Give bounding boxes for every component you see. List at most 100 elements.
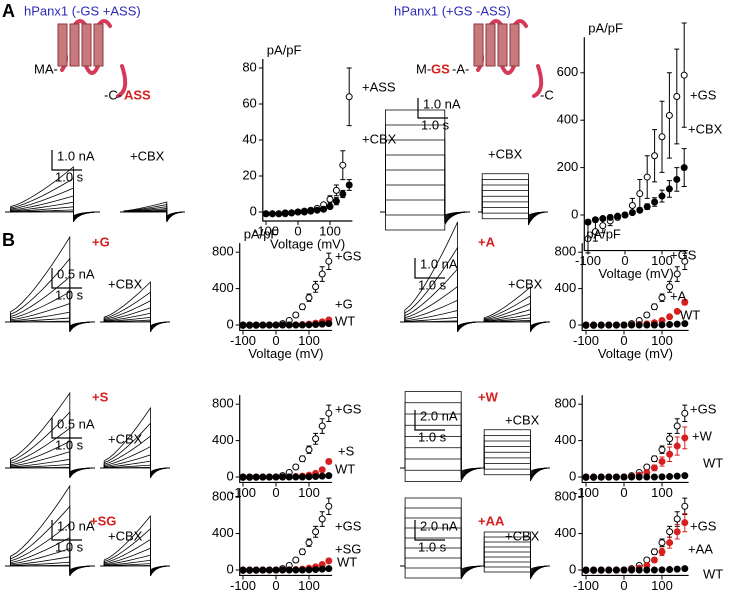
data-point: [326, 195, 334, 203]
data-point: [673, 320, 681, 328]
c-terminus: -C-: [104, 87, 122, 102]
series-label: WT: [335, 461, 355, 476]
mutant-label: +S: [92, 389, 109, 404]
axis-line: [239, 395, 333, 484]
series-label: +GS: [690, 518, 717, 533]
data-point: [666, 539, 674, 547]
current-trace: [480, 463, 551, 481]
current-trace: [480, 295, 551, 332]
current-trace: [5, 235, 96, 333]
drug-label: +CBX: [505, 412, 540, 427]
data-point: [325, 472, 333, 480]
x-tick-label: 0: [620, 485, 627, 500]
y-axis-label: pA/pF: [267, 42, 302, 57]
data-point: [288, 209, 296, 217]
current-trace: [100, 454, 171, 477]
x-tick-label: 0: [620, 578, 627, 592]
scale-bar: [51, 418, 82, 439]
x-tick-label: 100: [651, 485, 673, 500]
data-point: [605, 566, 613, 574]
series-label: WT: [335, 313, 355, 328]
y-tick-label: 800: [554, 489, 576, 504]
drug-label: +CBX: [488, 146, 523, 161]
data-point: [681, 519, 689, 527]
data-point: [584, 218, 592, 226]
y-tick-label: 0: [250, 203, 257, 218]
data-point: [272, 321, 280, 329]
data-point: [643, 173, 651, 181]
y-tick-label: 600: [557, 64, 579, 79]
data-point: [307, 207, 315, 215]
panel-label: B: [2, 230, 15, 250]
x-axis-label: Voltage (mV): [248, 346, 323, 361]
data-point: [272, 473, 280, 481]
current-trace: [478, 201, 549, 223]
data-point: [612, 473, 620, 481]
y-tick-label: 0: [569, 316, 576, 331]
data-point: [318, 515, 326, 523]
data-point: [636, 190, 644, 198]
data-point: [268, 210, 276, 218]
y-tick-label: 0: [569, 561, 576, 576]
x-tick-label: -100: [230, 485, 256, 500]
current-trace: [5, 166, 101, 223]
x-tick-label: 0: [620, 333, 627, 348]
mutant-label: +G: [92, 234, 110, 249]
axis-line: [239, 488, 333, 577]
x-tick-label: -100: [573, 578, 599, 592]
data-point: [246, 473, 254, 481]
axis-line: [581, 488, 689, 577]
data-point: [643, 311, 651, 319]
data-point: [259, 566, 267, 574]
mutant-label: +W: [478, 389, 499, 404]
y-tick-label: 400: [554, 525, 576, 540]
current-trace: [120, 201, 186, 223]
x-tick-label: 100: [319, 223, 341, 238]
data-point: [300, 208, 308, 216]
data-point: [620, 473, 628, 481]
data-point: [673, 515, 681, 523]
data-point: [621, 211, 629, 219]
current-trace: [480, 429, 551, 472]
y-tick-label: 800: [554, 396, 576, 411]
x-tick-label: -100: [573, 333, 599, 348]
scale-bar: [417, 98, 448, 119]
data-point: [681, 257, 689, 265]
data-point: [681, 320, 689, 328]
data-point: [292, 473, 300, 481]
data-point: [665, 111, 673, 119]
data-point: [332, 186, 340, 194]
data-point: [681, 565, 689, 573]
channel-schematic: [473, 19, 544, 98]
data-point: [325, 565, 333, 573]
series-label: +CBX: [362, 131, 397, 146]
data-point: [658, 539, 666, 547]
data-point: [239, 321, 247, 329]
data-point: [605, 321, 613, 329]
insert: ASS: [124, 87, 151, 102]
y-tick-label: 400: [557, 112, 579, 127]
drug-label: +CBX: [130, 148, 165, 163]
current-scale: 1.0 nA: [57, 518, 95, 533]
data-point: [681, 434, 689, 442]
data-point: [658, 458, 666, 466]
x-tick-label: 0: [272, 578, 279, 592]
data-point: [666, 450, 674, 458]
current-scale: 0.5 nA: [57, 416, 95, 431]
y-tick-label: 80: [242, 59, 256, 74]
data-point: [325, 409, 333, 417]
data-point: [252, 321, 260, 329]
data-point: [298, 303, 306, 311]
y-tick-label: 400: [554, 432, 576, 447]
data-point: [666, 473, 674, 481]
data-point: [292, 321, 300, 329]
x-tick-label: 100: [298, 578, 320, 592]
data-point: [628, 321, 636, 329]
data-point: [681, 298, 689, 306]
data-point: [325, 320, 333, 328]
data-point: [658, 294, 666, 302]
data-point: [294, 208, 302, 216]
data-point: [658, 446, 666, 454]
time-scale: 1.0 s: [55, 287, 84, 302]
data-point: [620, 321, 628, 329]
